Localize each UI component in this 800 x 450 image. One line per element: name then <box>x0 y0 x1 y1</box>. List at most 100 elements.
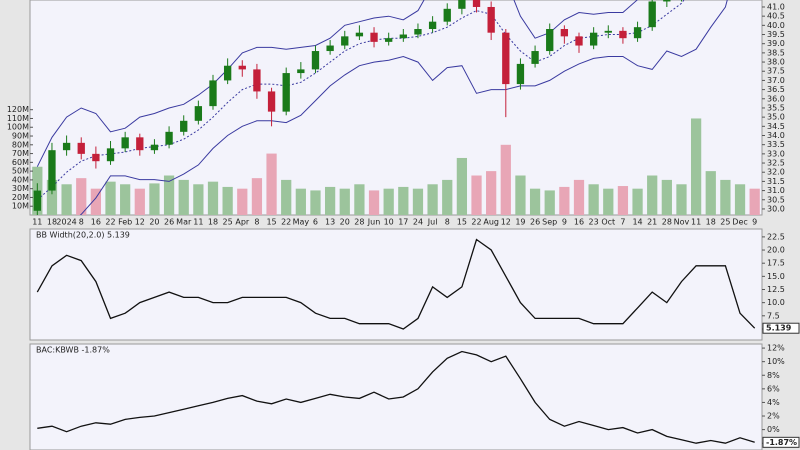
volume-bar <box>163 175 175 215</box>
y-tick-label: 34.5 <box>767 122 785 131</box>
y-tick-label: 12.5 <box>767 285 785 294</box>
x-tick-label: 6 <box>313 218 318 227</box>
volume-bar <box>456 157 468 215</box>
x-tick-label: Oct <box>601 218 615 227</box>
volume-bar <box>471 175 482 215</box>
y-tick-label: 35.5 <box>767 103 785 112</box>
candle-body <box>619 30 627 39</box>
plot-area <box>32 0 760 215</box>
y-tick-label: 33.5 <box>767 140 785 149</box>
y-tick-label: 30.0 <box>767 204 785 213</box>
y-tick-label: 34.0 <box>767 131 785 140</box>
volume-bar <box>412 188 424 215</box>
x-tick-label: Jun <box>367 218 381 227</box>
x-tick-label: 8 <box>254 218 259 227</box>
volume-bar <box>676 184 687 215</box>
volume-bar <box>105 181 116 215</box>
y-tick-label: 32.0 <box>767 168 785 177</box>
volume-bar <box>383 188 394 215</box>
volume-tick-label: 70M <box>12 149 29 158</box>
candle-body <box>62 142 71 151</box>
x-tick-label: 25 <box>223 218 233 227</box>
x-tick-label: 9 <box>752 218 757 227</box>
value-tag <box>762 436 800 448</box>
volume-bar <box>120 184 131 215</box>
x-tick-label: May <box>293 218 310 227</box>
x-tick-label: 18 <box>47 218 57 227</box>
volume-bar <box>134 188 145 215</box>
value-tag <box>762 322 800 334</box>
volume-tick-label: 60M <box>12 158 29 167</box>
y-tick-label: 32.5 <box>767 159 785 168</box>
candle-body <box>633 27 642 39</box>
y-tick-label: 4% <box>767 398 780 407</box>
y-tick-label: 2% <box>767 412 780 421</box>
volume-bar <box>734 184 746 215</box>
volume-bar <box>705 171 716 215</box>
x-tick-label: 19 <box>515 218 525 227</box>
x-tick-label: 28 <box>662 218 672 227</box>
x-tick-label: 12 <box>501 218 511 227</box>
volume-bar <box>486 171 497 215</box>
candle-body <box>297 69 305 74</box>
x-tick-label: 9 <box>562 218 567 227</box>
x-tick-label: 26 <box>164 218 174 227</box>
x-tick-label: 11 <box>32 218 42 227</box>
volume-bar <box>207 181 219 215</box>
indicator-line <box>37 350 755 444</box>
x-tick-label: Aug <box>483 218 499 227</box>
volume-bar <box>310 190 321 215</box>
x-tick-label: 26 <box>530 218 540 227</box>
x-tick-label: 7 <box>620 218 625 227</box>
volume-bar <box>617 186 629 215</box>
volume-bar <box>149 183 160 215</box>
x-tick-label: 15 <box>266 218 276 227</box>
candle-body <box>267 91 276 112</box>
candle-body <box>194 106 203 121</box>
volume-bar <box>749 188 760 215</box>
x-tick-label: Mar <box>176 218 192 227</box>
candle-body <box>326 45 334 52</box>
x-tick-label: 16 <box>574 218 584 227</box>
candle-body <box>648 1 656 28</box>
volume-bar <box>339 188 350 215</box>
volume-bar <box>529 188 541 215</box>
x-tick-label: 24 <box>413 218 423 227</box>
volume-tick-label: 120M <box>7 105 29 114</box>
x-tick-label: 15 <box>457 218 467 227</box>
x-tick-label: 22 <box>105 218 115 227</box>
x-tick-label: 11 <box>691 218 701 227</box>
volume-bar <box>354 184 365 215</box>
x-tick-label: Nov <box>674 218 690 227</box>
candle-body <box>165 131 173 145</box>
x-tick-label: 18 <box>706 218 716 227</box>
candle-body <box>77 142 85 154</box>
volume-tick-label: 110M <box>7 114 29 123</box>
volume-bar <box>632 188 643 215</box>
volume-bar <box>588 184 599 215</box>
candle-body <box>575 36 583 46</box>
candle-body <box>253 69 261 92</box>
volume-bar <box>398 186 409 215</box>
candle-body <box>487 6 495 33</box>
volume-tick-label: 20M <box>12 193 29 202</box>
x-tick-label: 13 <box>325 218 335 227</box>
volume-bar <box>90 188 102 215</box>
candle-body <box>92 153 100 162</box>
candle-body <box>560 29 569 37</box>
volume-tick-label: 40M <box>12 175 29 184</box>
y-tick-label: 31.5 <box>767 177 785 186</box>
volume-bar <box>647 175 658 215</box>
x-tick-label: 11 <box>193 218 203 227</box>
x-tick-label: 16 <box>91 218 101 227</box>
y-tick-label: 40.5 <box>767 12 785 21</box>
volume-bar <box>237 188 248 215</box>
bbwidth-panel <box>29 228 763 341</box>
candle-body <box>472 0 481 7</box>
candle-body <box>531 51 539 64</box>
y-tick-label: 17.5 <box>767 259 785 268</box>
volume-bar <box>661 179 672 215</box>
panel-title: BB Width(20,2.0) 5.139 <box>36 231 130 240</box>
candle-body <box>370 32 378 42</box>
